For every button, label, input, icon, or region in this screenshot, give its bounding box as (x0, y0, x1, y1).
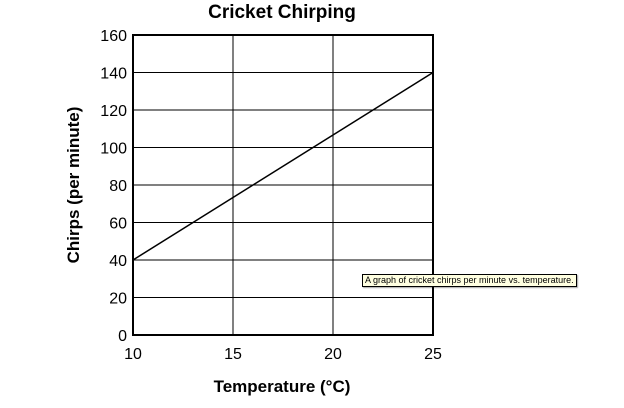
y-tick-label: 160 (100, 28, 127, 45)
y-tick-label: 140 (100, 66, 127, 83)
x-tick-label: 25 (424, 346, 442, 363)
y-tick-label: 0 (118, 328, 127, 345)
y-tick-labels: 0 20 40 60 80 100 120 140 160 (100, 28, 127, 345)
series-layer (132, 71, 434, 261)
y-axis-title: Chirps (per minute) (64, 107, 83, 264)
x-tick-labels: 10 15 20 25 (124, 346, 442, 363)
plot-frame (132, 34, 434, 336)
chart-tooltip: A graph of cricket chirps per minute vs.… (362, 274, 577, 287)
y-tick-label: 80 (109, 178, 127, 195)
y-tick-label: 60 (109, 216, 127, 233)
series-line (132, 71, 434, 261)
x-tick-label: 20 (324, 346, 342, 363)
y-tick-label: 100 (100, 141, 127, 158)
y-tick-label: 120 (100, 103, 127, 120)
x-axis-title: Temperature (°C) (214, 377, 351, 396)
x-tick-label: 10 (124, 346, 142, 363)
y-tick-label: 40 (109, 253, 127, 270)
grid (133, 35, 433, 335)
chart-title: Cricket Chirping (208, 2, 356, 23)
x-tick-label: 15 (224, 346, 242, 363)
y-tick-label: 20 (109, 291, 127, 308)
